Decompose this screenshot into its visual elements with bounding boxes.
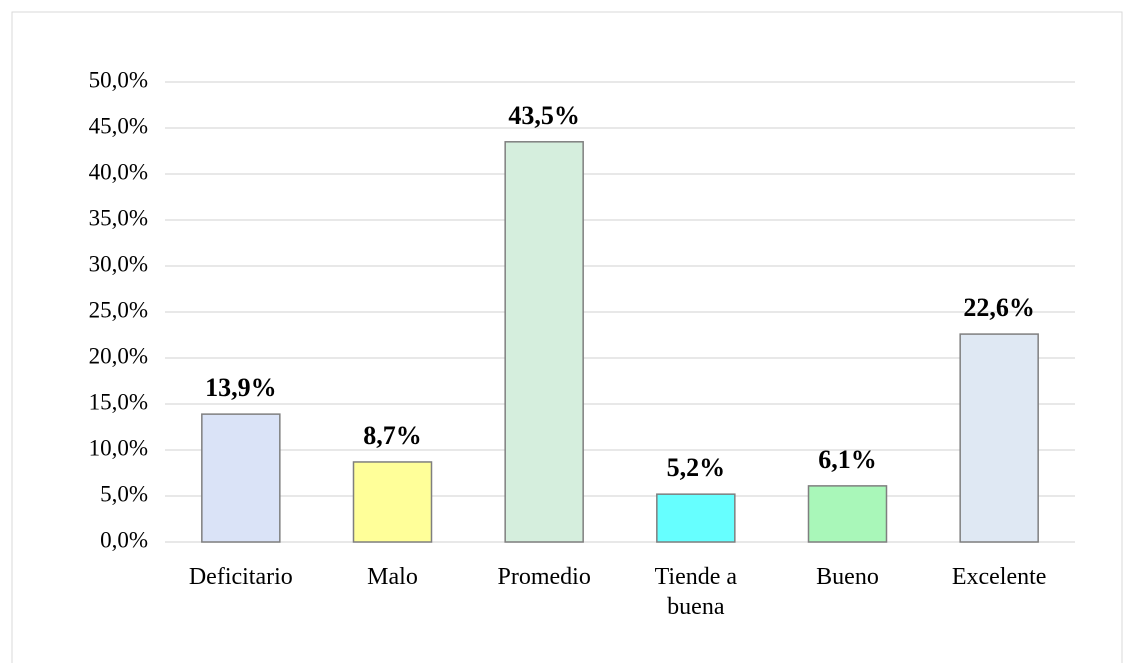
y-tick-label: 15,0% bbox=[89, 389, 148, 414]
y-tick-label: 40,0% bbox=[89, 159, 148, 184]
value-label: 22,6% bbox=[963, 293, 1035, 322]
y-tick-label: 0,0% bbox=[100, 527, 148, 552]
y-tick-label: 50,0% bbox=[89, 67, 148, 92]
bar bbox=[504, 141, 584, 543]
x-tick-label: Deficitario bbox=[188, 564, 293, 590]
bar bbox=[352, 461, 433, 543]
y-tick-label: 25,0% bbox=[89, 297, 148, 322]
value-label: 43,5% bbox=[508, 101, 580, 130]
x-tick-label: Tiende a buena bbox=[654, 564, 738, 620]
bar bbox=[201, 413, 281, 543]
bar bbox=[656, 493, 736, 543]
bar bbox=[807, 485, 888, 543]
x-tick-label: Malo bbox=[367, 564, 418, 590]
frame bbox=[11, 11, 1123, 663]
y-tick-label: 35,0% bbox=[89, 205, 148, 230]
y-tick-label: 30,0% bbox=[89, 251, 148, 276]
value-label: 8,7% bbox=[363, 421, 422, 450]
x-tick-label: Bueno bbox=[816, 564, 879, 590]
y-tick-label: 20,0% bbox=[89, 343, 148, 368]
value-label: 13,9% bbox=[205, 373, 277, 402]
y-tick-label: 5,0% bbox=[100, 481, 148, 506]
bar bbox=[959, 333, 1039, 543]
y-tick-label: 45,0% bbox=[89, 113, 148, 138]
value-label: 6,1% bbox=[818, 445, 877, 474]
x-tick-label: Excelente bbox=[951, 564, 1047, 590]
x-tick-label: Promedio bbox=[497, 564, 591, 590]
value-label: 5,2% bbox=[667, 453, 726, 482]
y-tick-label: 10,0% bbox=[89, 435, 148, 460]
